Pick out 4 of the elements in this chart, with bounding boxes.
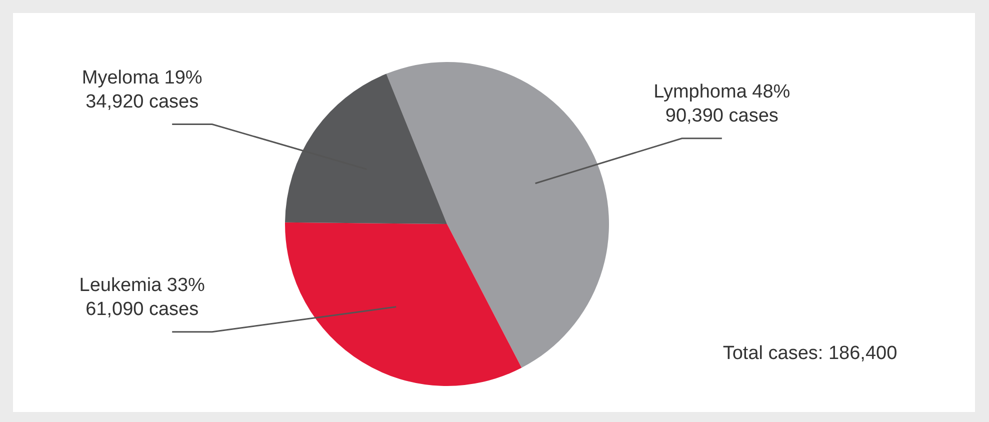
slice-label: Lymphoma 48% 90,390 cases bbox=[654, 82, 790, 127]
text: Total cases: 186,400 bbox=[722, 343, 898, 364]
slice-label: Leukemia 33% 61,090 cases bbox=[79, 275, 206, 320]
slice-label: Myeloma 19% 34,920 cases bbox=[82, 67, 202, 112]
